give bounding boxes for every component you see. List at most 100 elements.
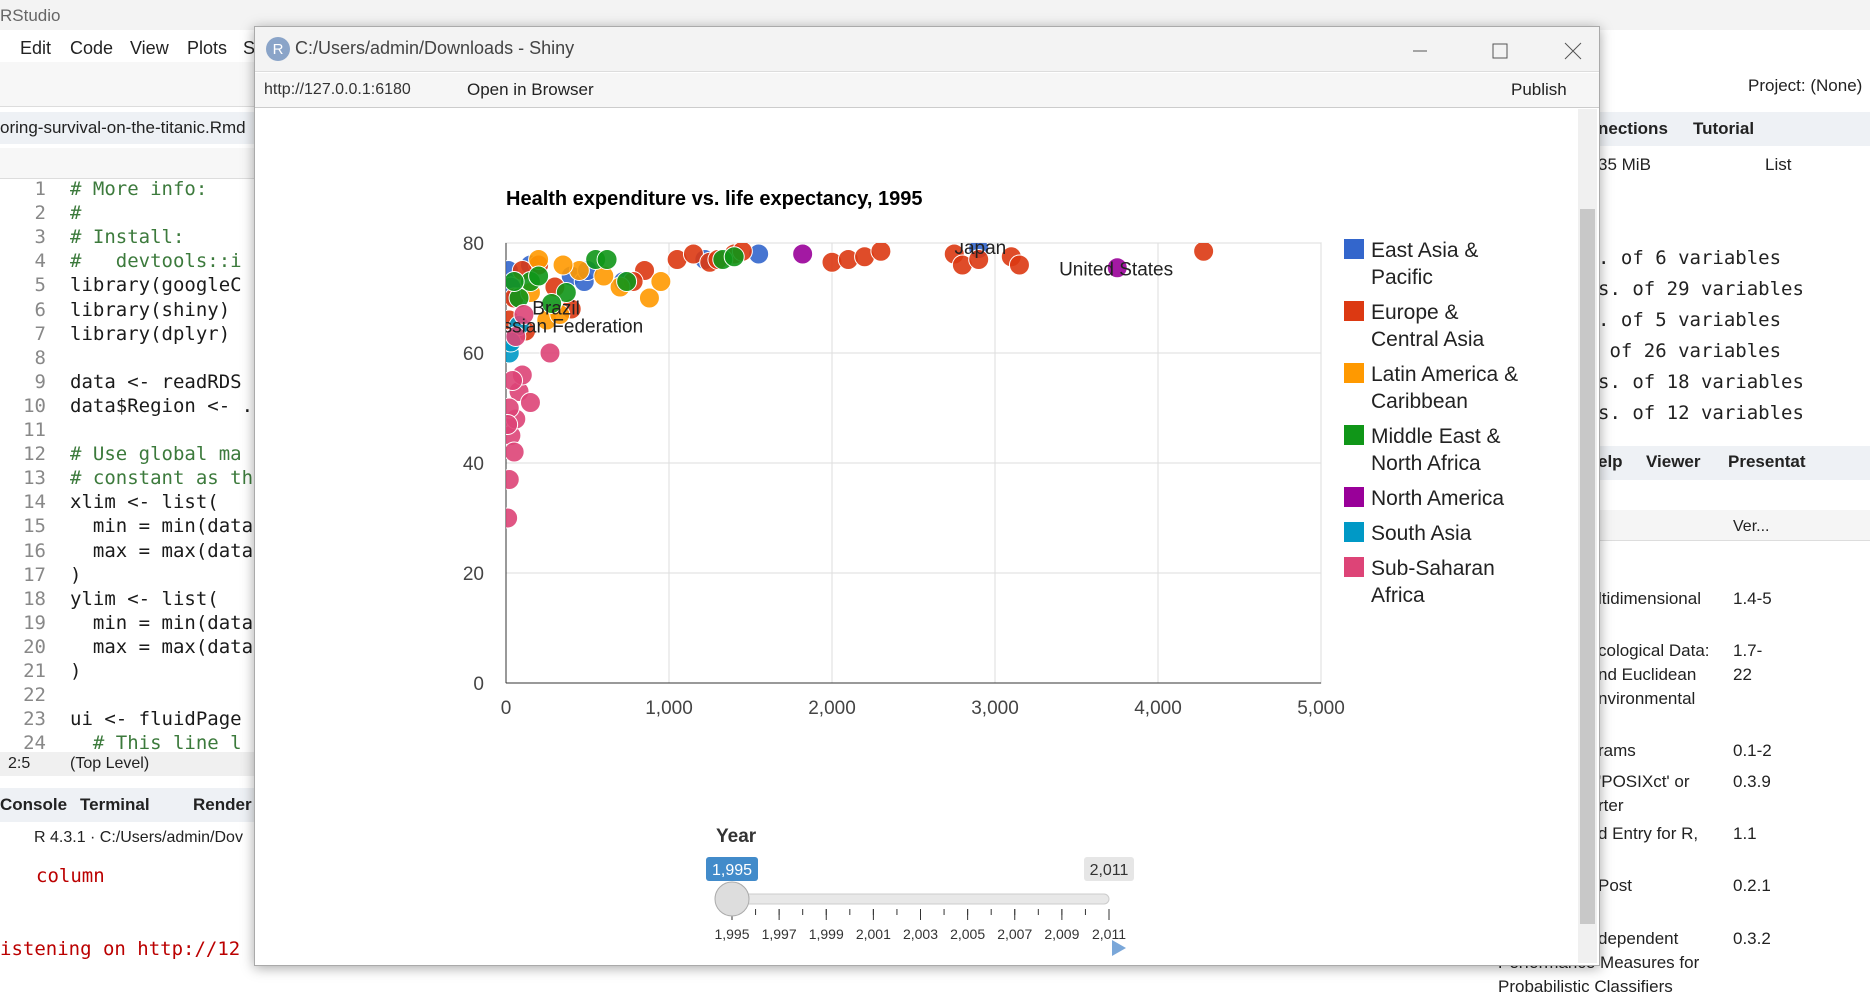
bubble (870, 243, 892, 262)
memory[interactable]: 35 MiB (1598, 155, 1651, 174)
column-header: Ver... (1733, 518, 1770, 535)
project[interactable]: Project: (None) (1748, 76, 1863, 95)
play-button[interactable] (1112, 940, 1126, 956)
line-number: 3 (34, 226, 46, 249)
legend-swatch (1344, 487, 1364, 507)
x-tick-label: 2,000 (808, 698, 856, 719)
console-tab[interactable]: Render (193, 795, 252, 814)
scrollbar[interactable] (1578, 109, 1597, 963)
pane-tab[interactable]: nections (1598, 119, 1668, 138)
line-number: 14 (23, 491, 46, 514)
line-number: 13 (23, 467, 46, 490)
open-browser[interactable]: Open in Browser (467, 80, 594, 99)
file-tab[interactable]: oring-survival-on-the-titanic.Rmd (0, 118, 246, 137)
legend-swatch (1344, 557, 1364, 577)
x-tick-label: 3,000 (971, 698, 1019, 719)
bubble (506, 271, 525, 292)
code-line: library(shiny) (70, 298, 231, 321)
line-number: 19 (23, 611, 46, 634)
scope[interactable]: (Top Level) (70, 755, 150, 772)
pane-tabs (1598, 112, 1870, 146)
console-path: R 4.3.1 · C:/Users/admin/Dov (34, 829, 243, 846)
pane-tab[interactable]: elp (1598, 452, 1623, 471)
slider-tick-label: 2,009 (1044, 926, 1079, 942)
line-number: 24 (23, 732, 46, 755)
legend-swatch (1344, 239, 1364, 259)
package-version: 0.3.2 (1733, 929, 1771, 948)
menu-item[interactable]: Plots (187, 38, 228, 58)
menu-item[interactable]: Code (70, 38, 114, 58)
package-version: 22 (1733, 665, 1752, 684)
legend-swatch (1344, 363, 1364, 383)
x-tick-label: 4,000 (1134, 698, 1182, 719)
legend-label: Europe & Central Asia (1371, 301, 1485, 351)
code-line: min = min(data (70, 515, 254, 538)
annotation: Brazil (532, 298, 580, 319)
y-tick-label: 40 (463, 454, 484, 475)
r-icon: R (266, 37, 290, 61)
bubble (638, 287, 660, 309)
pane-tab[interactable]: Tutorial (1693, 119, 1755, 138)
code-line: # (70, 202, 82, 225)
line-number: 10 (23, 394, 46, 417)
code-line: data$Region <- . (70, 394, 254, 417)
slider-tick-label: 1,999 (809, 926, 844, 942)
publish[interactable]: Publish (1511, 80, 1567, 99)
slider-tick-label: 1,997 (762, 926, 797, 942)
menu-item[interactable]: View (130, 38, 169, 58)
pane-tab[interactable]: Presentat (1728, 452, 1806, 471)
legend-line: North Africa (1371, 452, 1481, 475)
slider-tick-label: 2,001 (856, 926, 891, 942)
env-row: s. of 18 variables (1598, 371, 1804, 393)
scroll-thumb[interactable] (1580, 209, 1595, 924)
legend-line: Sub-Saharan (1371, 557, 1495, 580)
legend-line: Middle East & (1371, 425, 1501, 448)
bubble (1008, 254, 1030, 276)
slider-tick-label: 2,003 (903, 926, 938, 942)
window-controls[interactable] (1405, 35, 1595, 65)
line-number: 2 (34, 202, 46, 225)
env-row: . of 5 variables (1598, 309, 1782, 331)
bubble (513, 304, 535, 325)
y-tick-label: 60 (463, 344, 484, 365)
url: http://127.0.0.1:6180 (264, 81, 411, 98)
bubble (650, 271, 672, 292)
package-version: 1.7- (1733, 641, 1763, 660)
view-mode[interactable]: List (1765, 155, 1792, 174)
package-version: 0.2.1 (1733, 876, 1771, 895)
bubble (723, 246, 745, 268)
env-row: s. of 29 variables (1598, 278, 1804, 300)
menu-item[interactable]: S (243, 38, 256, 58)
menu-item[interactable]: Edit (20, 38, 52, 58)
line-number: 5 (34, 274, 46, 297)
console-line: column (36, 865, 105, 887)
code-line: # This line l (70, 732, 242, 755)
code-line: data <- readRDS (70, 370, 242, 393)
line-number: 11 (23, 419, 46, 441)
code-line: max = max(data (70, 635, 254, 658)
code-line: # More info: (70, 178, 208, 200)
legend-swatch (1344, 425, 1364, 445)
legend-label: North America (1371, 487, 1504, 510)
slider-max-pill (1084, 857, 1134, 881)
bubble (616, 271, 638, 292)
code-line: ) (70, 563, 82, 586)
status-bar (0, 752, 254, 776)
slider-track (731, 893, 1110, 905)
package-desc: cological Data: (1598, 641, 1710, 660)
bubble (506, 326, 527, 347)
console-tab[interactable]: Terminal (80, 795, 150, 814)
package-desc: nd Euclidean (1598, 665, 1697, 684)
slider-handle[interactable] (714, 881, 750, 917)
bubble (506, 414, 519, 435)
x-tick-label: 5,000 (1297, 698, 1345, 719)
pane-tab[interactable]: Viewer (1646, 452, 1701, 471)
annotation: Japan (954, 238, 1006, 259)
line-number: 23 (23, 708, 46, 731)
title-bar (0, 0, 1870, 30)
console-tab[interactable]: Console (0, 795, 68, 814)
code-line: library(dplyr) (70, 322, 231, 345)
line-number: 12 (23, 443, 46, 466)
slider-max: 2,011 (1090, 862, 1129, 879)
